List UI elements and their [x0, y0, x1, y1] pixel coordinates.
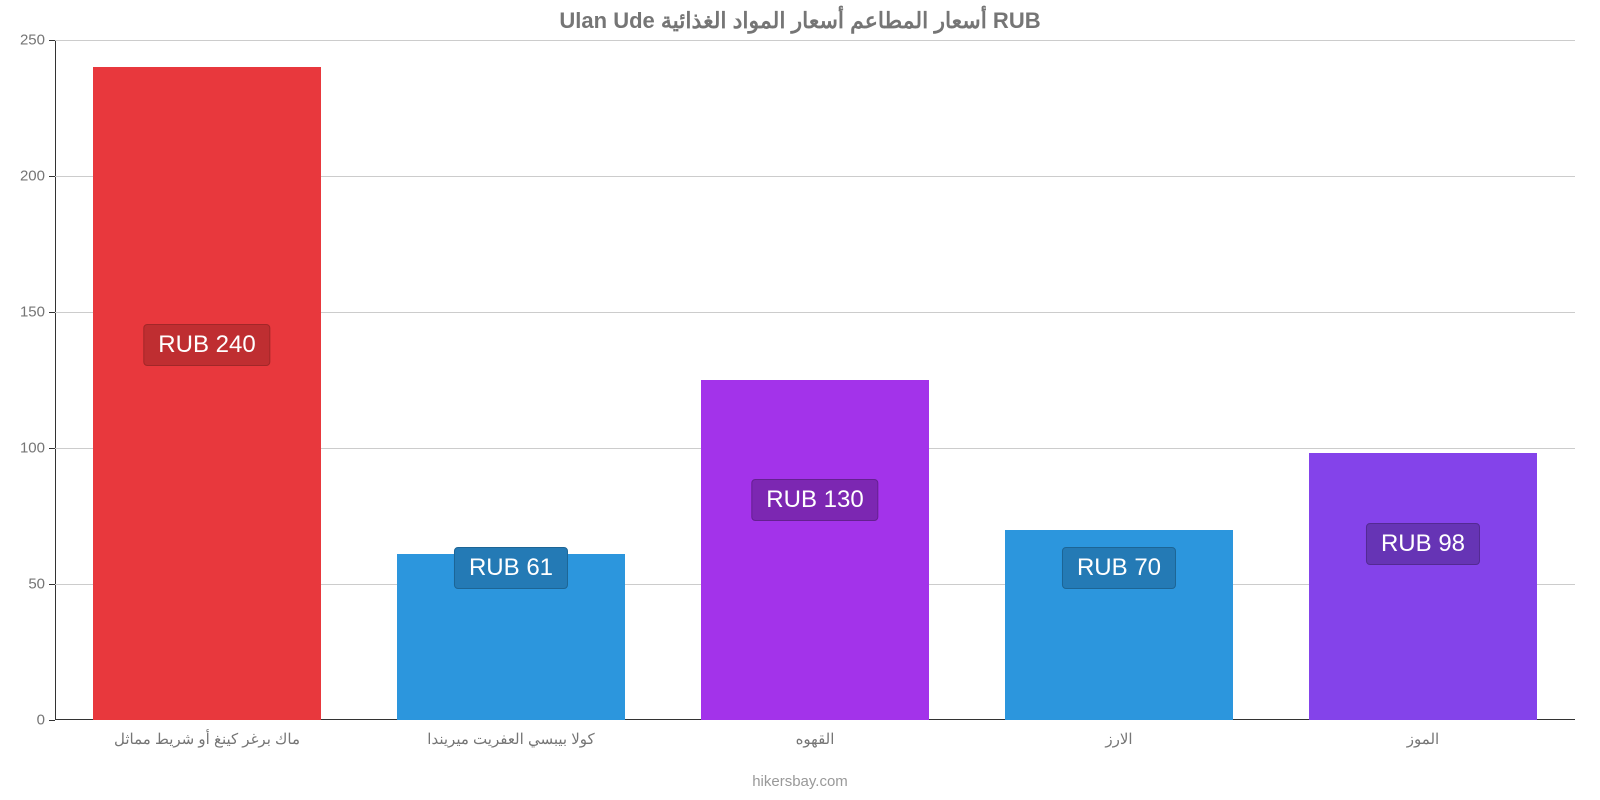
- data-label: RUB 240: [143, 324, 270, 366]
- y-tick-label: 250: [20, 32, 55, 49]
- chart-title: Ulan Ude أسعار المطاعم أسعار المواد الغذ…: [0, 8, 1600, 34]
- y-tick-label: 150: [20, 304, 55, 321]
- bar: [1309, 453, 1537, 720]
- data-label: RUB 130: [751, 479, 878, 521]
- x-category-label: القهوه: [796, 720, 835, 748]
- plot-area: 050100150200250RUB 240ماك برغر كينغ أو ش…: [55, 40, 1575, 720]
- data-label: RUB 61: [454, 547, 568, 589]
- data-label: RUB 98: [1366, 523, 1480, 565]
- x-category-label: ماك برغر كينغ أو شريط مماثل: [114, 720, 300, 748]
- y-tick-label: 100: [20, 440, 55, 457]
- y-axis: [55, 40, 56, 720]
- data-label: RUB 70: [1062, 547, 1176, 589]
- y-tick-label: 50: [28, 576, 55, 593]
- y-tick-label: 0: [37, 712, 55, 729]
- y-tick-label: 200: [20, 168, 55, 185]
- gridline: [55, 40, 1575, 41]
- x-category-label: كولا بيبسي العفريت ميريندا: [427, 720, 594, 748]
- bar: [701, 380, 929, 720]
- bar: [93, 67, 321, 720]
- x-category-label: الموز: [1407, 720, 1439, 748]
- attribution-text: hikersbay.com: [0, 773, 1600, 790]
- chart-container: Ulan Ude أسعار المطاعم أسعار المواد الغذ…: [0, 0, 1600, 800]
- x-category-label: الارز: [1105, 720, 1132, 748]
